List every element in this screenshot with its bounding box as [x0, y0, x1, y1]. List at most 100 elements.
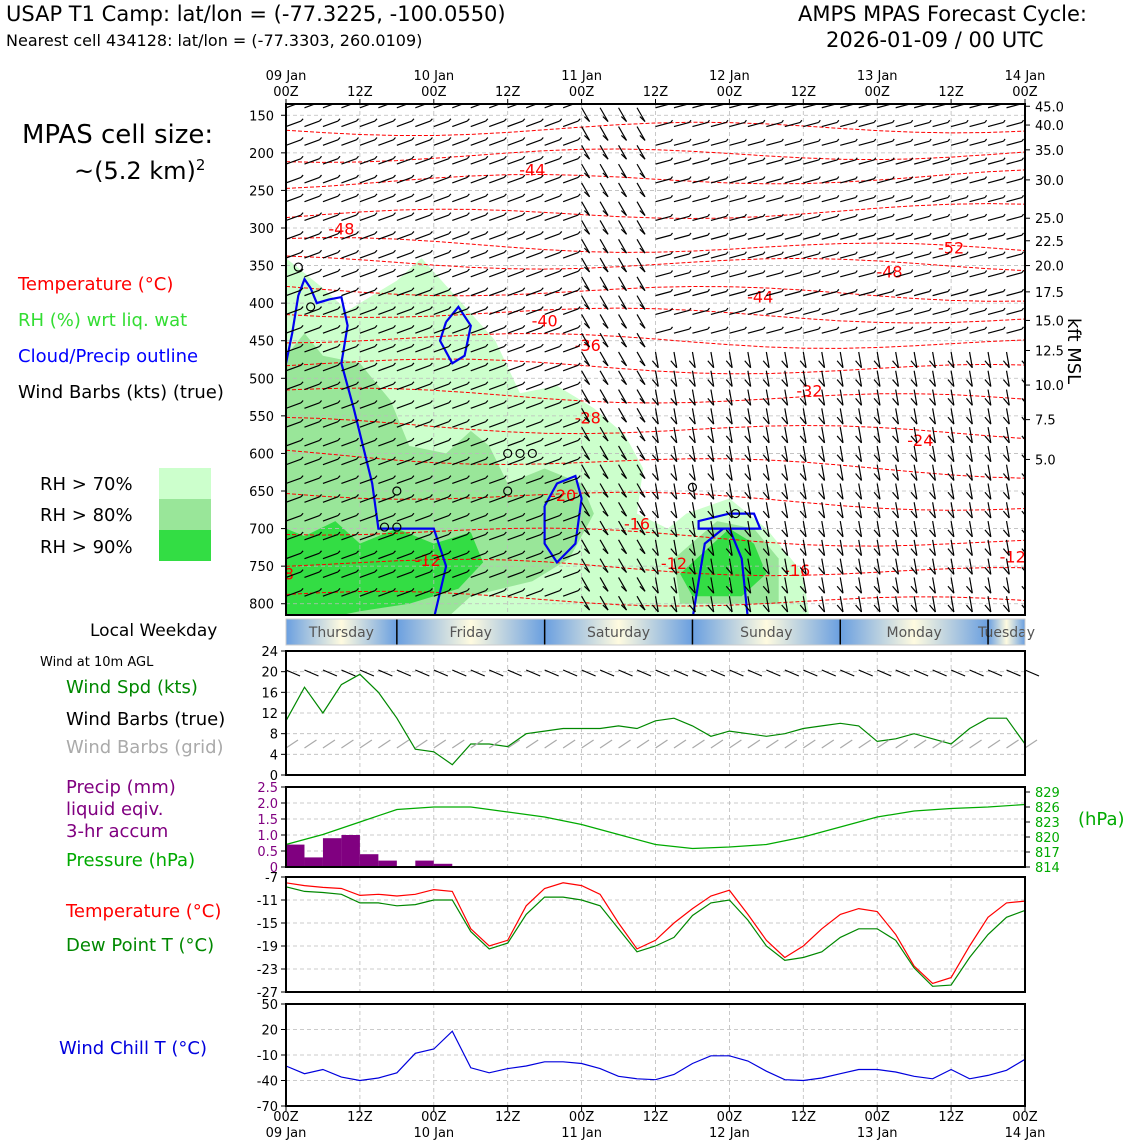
wind-barb	[1021, 251, 1025, 255]
wind-barb	[913, 140, 930, 146]
wind-barb	[304, 233, 320, 240]
wind-barb	[618, 558, 628, 573]
wind-barb	[969, 290, 986, 297]
wind-barb	[639, 416, 646, 423]
wind-barb	[784, 215, 801, 222]
wind-barb	[540, 155, 544, 160]
wind-barb	[322, 214, 339, 222]
wind-barb	[688, 232, 692, 236]
wind-barb	[503, 212, 507, 216]
wind-barb	[322, 383, 339, 391]
wind-barb	[747, 140, 764, 146]
wind-barb	[725, 288, 729, 292]
wind-barb	[544, 421, 560, 428]
wind-barb	[855, 138, 858, 142]
wind-barb	[583, 322, 591, 329]
wind-barb	[784, 427, 789, 443]
wind-barb	[466, 324, 470, 329]
wind-barb	[559, 531, 563, 535]
wind-barb	[448, 418, 452, 423]
wind-barb	[692, 196, 709, 203]
wind-barb	[602, 397, 609, 404]
wind-barb	[356, 418, 359, 423]
wind-barb	[710, 121, 727, 128]
wind-barb	[544, 345, 560, 353]
wind-barb	[691, 370, 696, 387]
wind-barb	[947, 307, 951, 311]
wind-barb	[710, 464, 715, 481]
wind-barb	[577, 587, 581, 592]
wind-barb	[396, 421, 413, 428]
wind-barb	[781, 195, 784, 198]
wind-barb	[467, 100, 469, 102]
wind-barb	[485, 362, 489, 366]
wind-barb-true	[673, 669, 689, 677]
pressure-tick-label: 450	[249, 335, 274, 350]
wind-barb	[392, 137, 396, 141]
cell-size-sup: 2	[195, 156, 206, 174]
wind-barb	[781, 138, 784, 142]
wind-barb	[932, 328, 949, 334]
wind-barb	[688, 416, 696, 425]
cell-size-label: MPAS cell size:	[22, 120, 214, 150]
wind-barb	[581, 483, 591, 498]
wind-barb	[544, 571, 560, 578]
wind-barb	[583, 153, 591, 160]
wind-barb	[765, 445, 770, 462]
wind-barb-grid	[507, 739, 521, 749]
wind-barb	[803, 272, 819, 278]
wind-barb	[618, 295, 628, 310]
wind-barb	[910, 397, 918, 406]
wind-barb	[1005, 483, 1010, 500]
wind-barb	[639, 341, 646, 348]
wind-barb	[583, 228, 591, 235]
wind-barb	[877, 196, 893, 203]
bottom-hour-label: 12Z	[791, 1110, 817, 1125]
wind-barb	[466, 231, 470, 235]
wind-barb	[639, 322, 646, 329]
wind-barb	[818, 213, 821, 217]
wind-barb	[1040, 139, 1042, 141]
wind-barb	[433, 552, 450, 560]
wind-barb	[1002, 585, 1010, 594]
wind-barb	[710, 558, 715, 575]
wind-barb	[744, 454, 752, 463]
wind-barb	[337, 400, 341, 404]
wind-barb	[947, 360, 955, 369]
wind-barb	[599, 595, 609, 611]
wind-barb-grid	[581, 739, 594, 749]
wind-barb	[839, 577, 844, 594]
cloud-outline	[438, 305, 472, 365]
wind-barb	[507, 176, 523, 184]
wind-barb	[910, 326, 914, 330]
temperature-contour-label: -44	[747, 287, 773, 306]
wind-barb	[836, 585, 844, 594]
wind-barb	[356, 456, 359, 460]
wind-barb	[707, 454, 715, 463]
wind-barb	[429, 418, 433, 423]
wind-barb	[525, 195, 542, 203]
wind-barb	[688, 529, 696, 538]
wind-barb	[984, 326, 988, 330]
wind-barb	[452, 158, 468, 165]
wind-barb	[836, 138, 840, 142]
wind-barb	[673, 558, 678, 575]
pressure-tick-label: 814	[1035, 861, 1060, 876]
wind-barb	[503, 343, 507, 347]
wind-barb	[950, 159, 967, 165]
calm-circle	[730, 508, 741, 519]
wind-barb	[602, 491, 609, 498]
wind-barb	[836, 307, 840, 311]
wind-barb	[984, 435, 992, 444]
wind-barb	[485, 249, 489, 253]
wind-barb	[839, 596, 844, 613]
wind-barb	[651, 454, 659, 463]
temperature-contour-label: -12	[1000, 547, 1026, 566]
wind-barb	[286, 252, 302, 259]
wind-barb	[396, 176, 413, 184]
wind-barb	[470, 195, 486, 203]
wind-barb	[322, 270, 339, 278]
wind-barb	[378, 327, 394, 334]
wind-barb	[466, 531, 470, 535]
wind-barb	[448, 550, 452, 554]
